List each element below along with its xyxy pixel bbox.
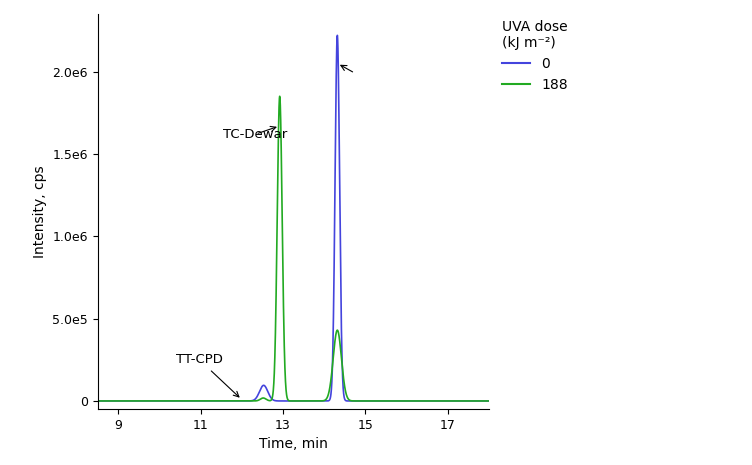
0 — [341, 398, 350, 404]
Line: 188: 188 — [98, 96, 489, 401]
188 — [341, 392, 350, 397]
188 — [404, 398, 413, 404]
188 — [484, 398, 493, 404]
Line: 0: 0 — [98, 35, 489, 401]
188 — [325, 388, 334, 394]
X-axis label: Time, min: Time, min — [259, 438, 328, 452]
Text: TC-Dewar: TC-Dewar — [223, 126, 287, 141]
Y-axis label: Intensity, cps: Intensity, cps — [33, 165, 47, 258]
Legend: 0, 188: 0, 188 — [496, 14, 573, 97]
188 — [93, 398, 102, 404]
188 — [235, 398, 244, 404]
188 — [384, 398, 393, 404]
0 — [484, 398, 493, 404]
188 — [113, 398, 122, 404]
0 — [235, 398, 244, 404]
0 — [93, 398, 102, 404]
0 — [333, 33, 342, 38]
Text: TT-CPD: TT-CPD — [176, 353, 239, 397]
0 — [325, 398, 334, 403]
0 — [404, 398, 413, 404]
0 — [113, 398, 122, 404]
0 — [384, 398, 393, 404]
188 — [275, 93, 284, 99]
